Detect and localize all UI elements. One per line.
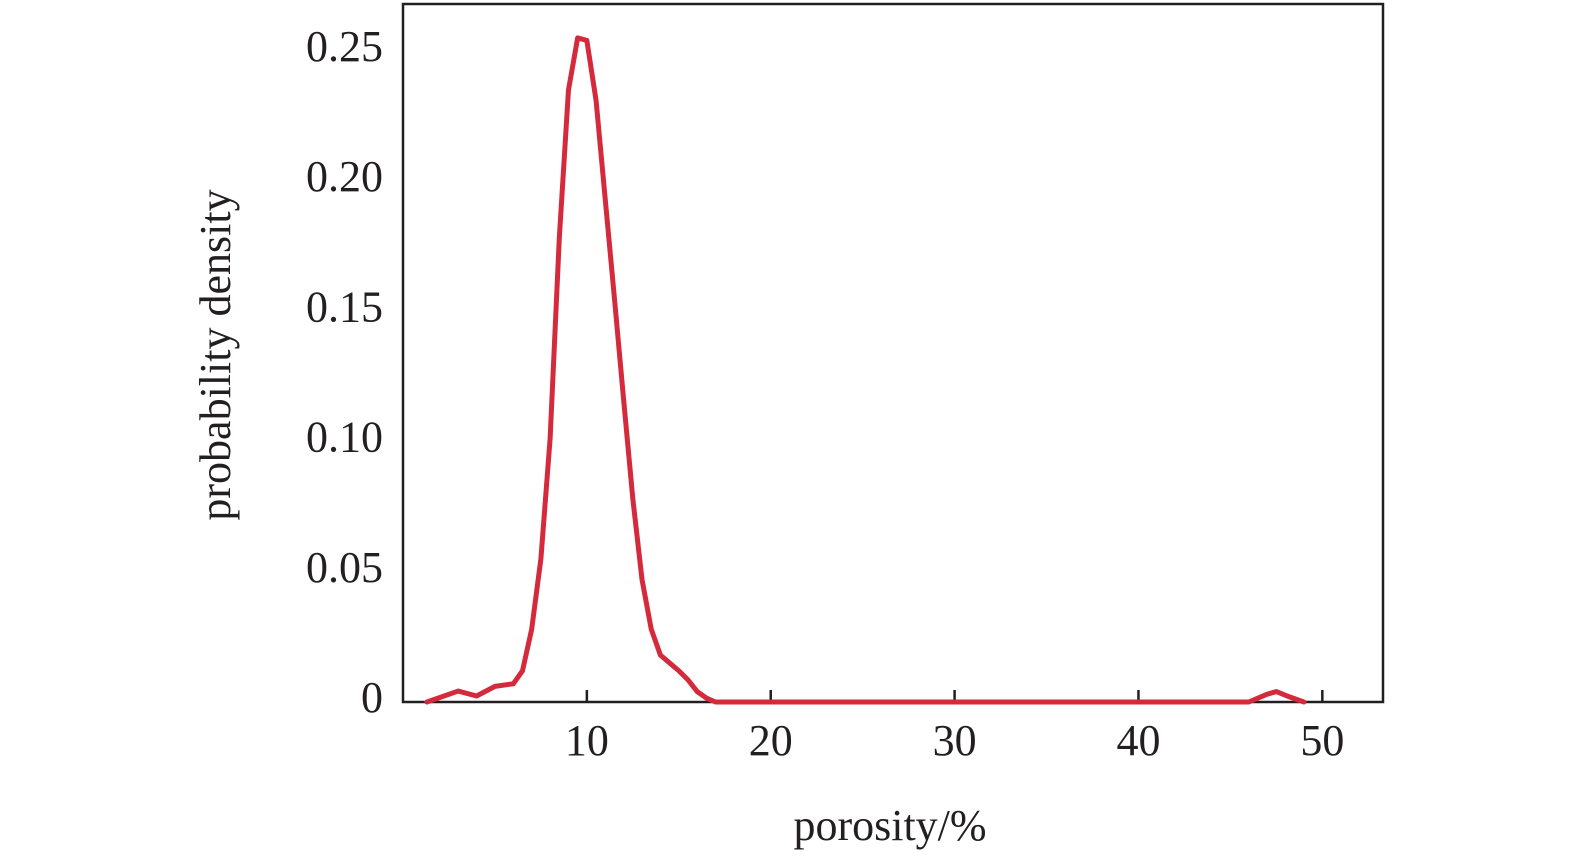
y-tick-label: 0.20 xyxy=(306,152,383,201)
density-line xyxy=(424,35,1307,705)
y-tick-label: 0.05 xyxy=(306,543,383,592)
x-tick-label: 40 xyxy=(1116,716,1160,765)
y-tick-label: 0 xyxy=(361,673,383,722)
x-tick-label: 20 xyxy=(749,716,793,765)
y-axis-label: probability density xyxy=(191,189,240,520)
x-tick-label: 30 xyxy=(933,716,977,765)
x-axis-label: porosity/% xyxy=(793,801,986,850)
x-tick-label: 10 xyxy=(565,716,609,765)
y-tick-label: 0.25 xyxy=(306,22,383,71)
y-tick-label: 0.10 xyxy=(306,413,383,462)
x-tick-label: 50 xyxy=(1300,716,1344,765)
y-tick-label: 0.15 xyxy=(306,282,383,331)
plot-frame xyxy=(401,2,1385,704)
